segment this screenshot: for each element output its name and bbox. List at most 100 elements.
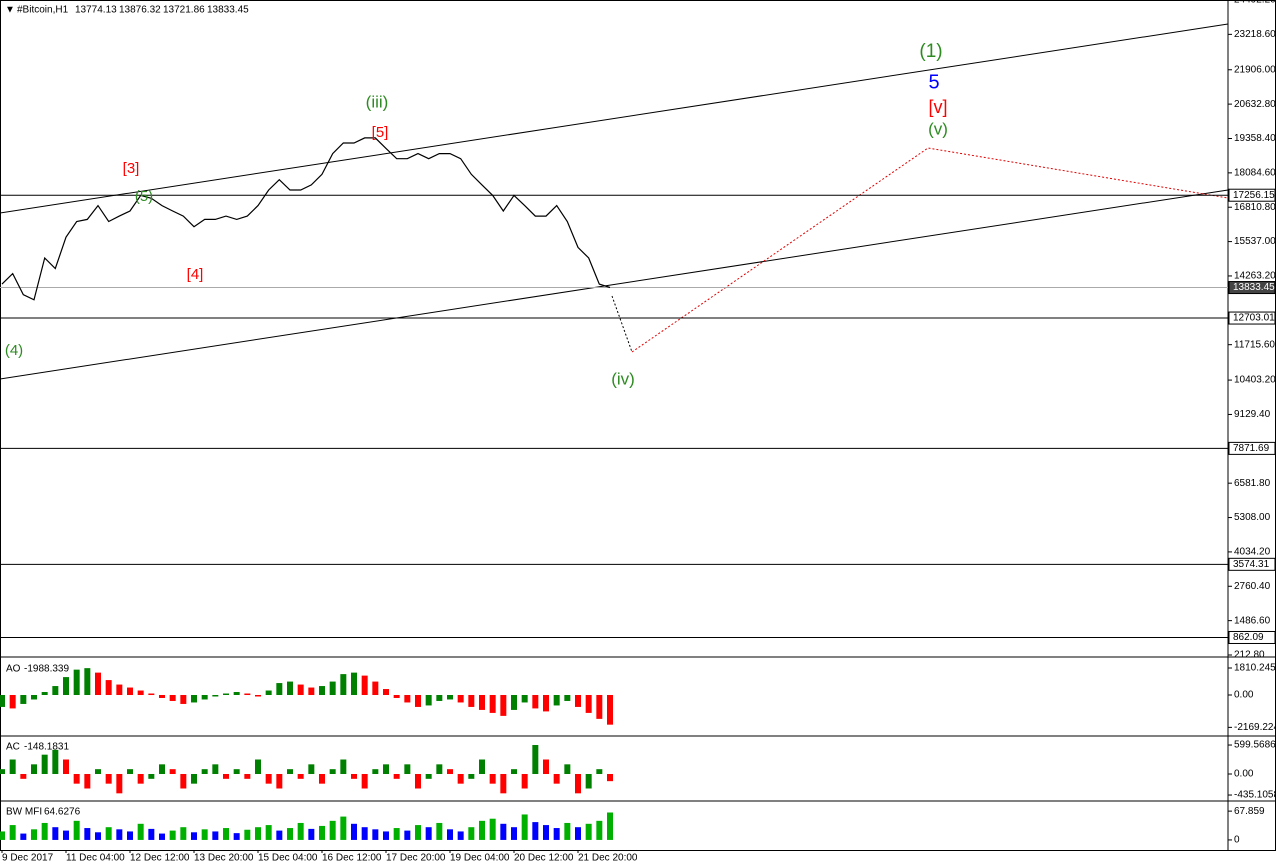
histogram-bar bbox=[137, 774, 144, 784]
histogram-bar bbox=[585, 695, 592, 713]
histogram-bar bbox=[361, 827, 368, 840]
histogram-bar bbox=[489, 818, 496, 840]
histogram-bar bbox=[255, 759, 261, 775]
histogram-bar bbox=[105, 680, 112, 696]
y-tick-label: 15537.00 bbox=[1234, 236, 1276, 247]
histogram-bar bbox=[425, 695, 432, 706]
y-tick-label: 4034.20 bbox=[1234, 547, 1271, 558]
histogram-bar bbox=[372, 829, 379, 840]
histogram-bar bbox=[244, 829, 251, 840]
histogram-bar bbox=[244, 693, 251, 696]
indicator-title: AC bbox=[6, 742, 20, 753]
histogram-bar bbox=[361, 774, 368, 789]
x-tick-label: 16 Dec 12:00 bbox=[322, 853, 382, 864]
histogram-bar bbox=[543, 825, 549, 840]
histogram-bar bbox=[393, 695, 400, 698]
histogram-bar bbox=[383, 831, 389, 840]
histogram-bar bbox=[169, 695, 176, 701]
ohlc-value: 13721.86 bbox=[163, 5, 205, 16]
histogram-bar bbox=[532, 745, 539, 775]
histogram-bar bbox=[287, 828, 293, 840]
level-box bbox=[1228, 281, 1276, 295]
histogram-bar bbox=[191, 695, 197, 703]
x-tick-label: 21 Dec 20:00 bbox=[578, 853, 638, 864]
histogram-bar bbox=[511, 827, 517, 840]
histogram-bar bbox=[596, 769, 603, 775]
menu-arrow[interactable]: ▼ bbox=[5, 5, 15, 16]
level-label: 13833.45 bbox=[1233, 282, 1275, 293]
y-tick-label: 0 bbox=[1234, 835, 1240, 846]
y-tick-label: 0.00 bbox=[1234, 769, 1254, 780]
histogram-bar bbox=[105, 774, 112, 784]
x-tick-label: 11 Dec 04:00 bbox=[66, 853, 125, 864]
histogram-bar bbox=[468, 827, 475, 840]
histogram-bar bbox=[201, 695, 208, 700]
histogram-bar bbox=[383, 764, 389, 775]
histogram-bar bbox=[276, 830, 283, 840]
histogram-bar bbox=[340, 674, 347, 696]
wave-label: [4] bbox=[187, 266, 204, 283]
histogram-bar bbox=[276, 683, 283, 696]
histogram-bar bbox=[521, 774, 528, 789]
y-tick-label: 0.00 bbox=[1234, 690, 1254, 701]
wave-label: (4) bbox=[5, 342, 23, 359]
level-box bbox=[1228, 441, 1276, 455]
level-label: 3574.31 bbox=[1233, 559, 1270, 570]
histogram-bar bbox=[116, 684, 123, 696]
y-tick-label: 21906.00 bbox=[1234, 64, 1276, 75]
wave-label: [5] bbox=[372, 124, 389, 141]
y-tick-label: 1486.60 bbox=[1234, 615, 1271, 626]
y-tick-label: -435.1058 bbox=[1234, 790, 1276, 801]
histogram-bar bbox=[489, 695, 496, 713]
histogram-bar bbox=[404, 830, 411, 840]
histogram-bar bbox=[223, 693, 229, 696]
histogram-bar bbox=[116, 774, 123, 794]
histogram-bar bbox=[52, 686, 59, 696]
histogram-bar bbox=[351, 823, 357, 840]
histogram-bar bbox=[0, 769, 5, 775]
histogram-bar bbox=[159, 833, 165, 840]
level-box bbox=[1228, 630, 1276, 644]
y-tick-label: 599.5686 bbox=[1234, 740, 1276, 751]
histogram-bar bbox=[9, 759, 16, 775]
indicator-value: -1988.339 bbox=[24, 664, 69, 675]
level-label: 862.09 bbox=[1233, 632, 1264, 643]
histogram-bar bbox=[297, 822, 304, 840]
histogram-bar bbox=[468, 695, 475, 707]
upper-trend-line bbox=[0, 23, 1229, 214]
histogram-bar bbox=[287, 769, 293, 775]
histogram-bar bbox=[137, 690, 144, 696]
histogram-bar bbox=[393, 828, 400, 840]
histogram-bar bbox=[447, 769, 453, 775]
histogram-bar bbox=[308, 828, 315, 840]
histogram-bar bbox=[607, 812, 613, 840]
histogram-bar bbox=[585, 823, 592, 840]
histogram-bar bbox=[63, 677, 69, 696]
histogram-bar bbox=[511, 769, 517, 775]
histogram-bar bbox=[244, 774, 251, 779]
level-box bbox=[1228, 311, 1276, 325]
histogram-bar bbox=[596, 695, 603, 719]
histogram-bar bbox=[447, 829, 453, 840]
histogram-bar bbox=[404, 764, 411, 775]
histogram-bar bbox=[553, 695, 560, 706]
histogram-bar bbox=[436, 822, 443, 840]
histogram-bar bbox=[159, 695, 165, 698]
histogram-bar bbox=[265, 774, 272, 784]
histogram-bar bbox=[212, 831, 219, 840]
y-tick-label: 5308.00 bbox=[1234, 512, 1271, 523]
histogram-bar bbox=[329, 820, 336, 840]
histogram-bar bbox=[212, 695, 219, 697]
histogram-bar bbox=[340, 816, 347, 840]
indicator-value: -148.1831 bbox=[24, 742, 69, 753]
histogram-bar bbox=[31, 829, 37, 840]
histogram-bar bbox=[169, 830, 176, 840]
histogram-bar bbox=[447, 695, 453, 700]
histogram-bar bbox=[255, 695, 261, 697]
histogram-bar bbox=[180, 695, 187, 704]
histogram-bar bbox=[585, 774, 592, 789]
y-tick-label: 14263.20 bbox=[1234, 271, 1276, 282]
wave-label: (iv) bbox=[611, 369, 635, 388]
